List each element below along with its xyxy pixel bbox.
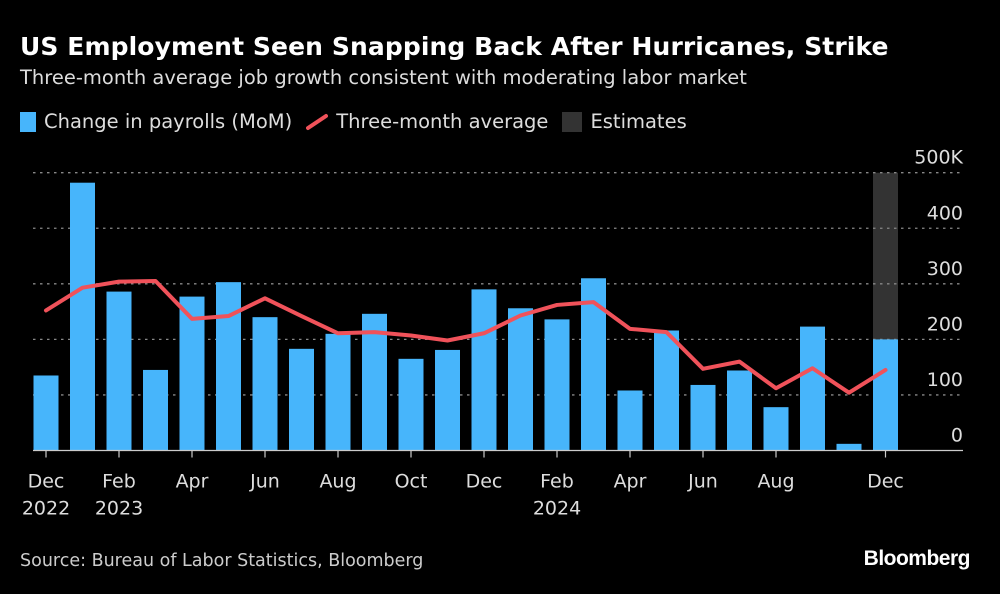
x-tick-label: Dec xyxy=(466,471,503,493)
payroll-bar xyxy=(544,319,570,451)
x-tick-year-label: 2022 xyxy=(22,498,70,520)
y-tick-label: 300 xyxy=(927,258,963,280)
payroll-bar xyxy=(763,407,789,451)
payroll-bar xyxy=(690,384,716,451)
line-swatch-icon xyxy=(306,113,329,130)
legend-label: Change in payrolls (MoM) xyxy=(44,110,293,133)
payroll-bar xyxy=(289,348,314,451)
x-tick-label: Feb xyxy=(540,471,574,493)
chart-subtitle: Three-month average job growth consisten… xyxy=(20,66,747,89)
payroll-bar xyxy=(836,443,862,451)
x-tick-label: Dec xyxy=(867,471,904,493)
x-tick-label: Jun xyxy=(687,471,718,493)
payroll-bar xyxy=(471,289,497,451)
payroll-bar xyxy=(33,375,59,451)
payroll-bar xyxy=(362,313,387,451)
payroll-bar xyxy=(143,369,168,451)
chart-title: US Employment Seen Snapping Back After H… xyxy=(20,32,889,61)
payroll-bar xyxy=(252,317,278,451)
payroll-bar xyxy=(70,182,95,451)
payroll-bar xyxy=(106,291,132,451)
y-tick-label: 100 xyxy=(927,369,963,391)
y-tick-label: 0 xyxy=(951,425,963,447)
payroll-bar xyxy=(617,390,643,451)
y-tick-label: 500K xyxy=(914,147,963,169)
y-tick-label: 400 xyxy=(927,202,963,224)
legend-item-average: Three-month average xyxy=(306,110,548,133)
legend: Change in payrolls (MoM) Three-month ave… xyxy=(20,110,701,133)
x-tick-label: Oct xyxy=(395,471,428,493)
source-note: Source: Bureau of Labor Statistics, Bloo… xyxy=(20,551,424,571)
payroll-bar xyxy=(216,282,241,451)
legend-item-payrolls: Change in payrolls (MoM) xyxy=(20,110,292,133)
bar-swatch-icon xyxy=(20,111,36,132)
legend-label: Three-month average xyxy=(336,110,549,133)
payroll-bar xyxy=(325,333,351,451)
payroll-bar xyxy=(654,330,679,451)
y-tick-label: 200 xyxy=(927,313,963,335)
x-tick-label: Feb xyxy=(102,471,136,493)
estimate-swatch-icon xyxy=(562,111,583,132)
x-tick-label: Apr xyxy=(614,471,647,493)
x-tick-label: Dec xyxy=(28,471,65,493)
x-tick-label: Apr xyxy=(176,471,209,493)
payroll-bar xyxy=(508,308,533,451)
x-tick-label: Jun xyxy=(249,471,280,493)
payroll-bar xyxy=(398,358,424,451)
payroll-bar xyxy=(179,296,205,451)
bloomberg-logo: Bloomberg xyxy=(863,547,971,570)
payroll-bar xyxy=(873,339,898,451)
legend-item-estimates: Estimates xyxy=(562,110,687,133)
three-month-average-line xyxy=(44,279,888,395)
legend-label: Estimates xyxy=(590,110,687,133)
payroll-bar xyxy=(727,370,752,451)
x-tick-year-label: 2024 xyxy=(533,498,581,520)
x-tick-year-label: 2023 xyxy=(95,498,143,520)
x-tick-label: Aug xyxy=(757,471,794,493)
payroll-bar xyxy=(800,326,825,451)
payroll-bar xyxy=(435,349,460,451)
x-tick-label: Aug xyxy=(319,471,356,493)
